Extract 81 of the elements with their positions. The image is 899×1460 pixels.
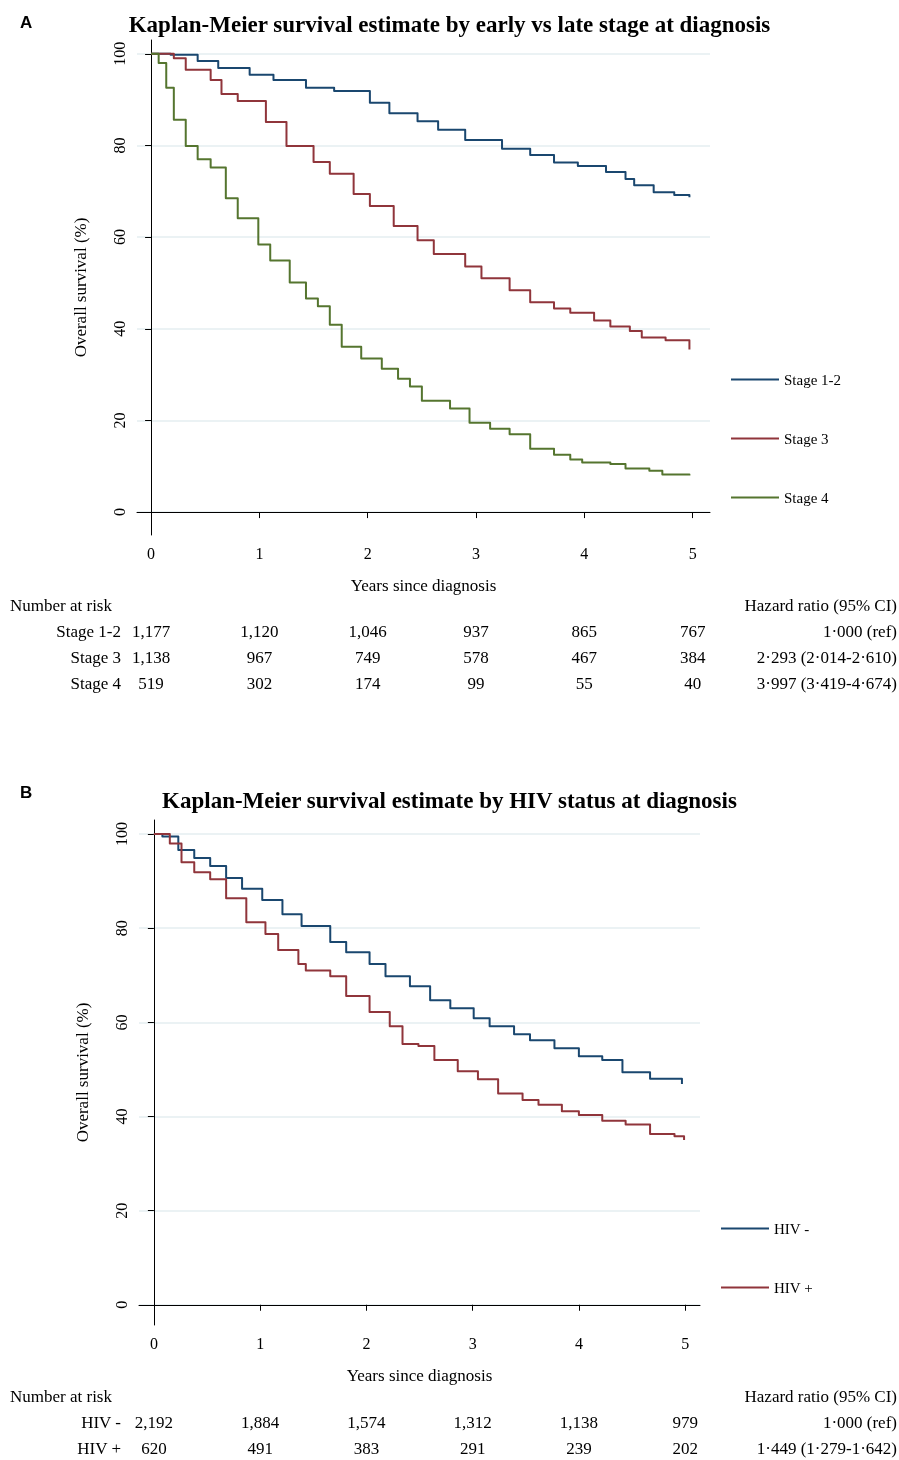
text: 1,046: [348, 621, 387, 641]
x-tick-label: 5: [681, 1334, 690, 1352]
x-tick-label: 1: [255, 544, 264, 562]
text: 1,884: [241, 1412, 280, 1432]
text: 174: [354, 673, 381, 693]
text: 202: [672, 1438, 698, 1458]
x-axis-title: Years since diagnosis: [350, 576, 497, 595]
legend-label: Stage 1-2: [784, 371, 842, 388]
y-axis-title: Overall survival (%): [71, 217, 90, 358]
text: 40: [684, 673, 702, 693]
text: 979: [672, 1412, 698, 1432]
text: 384: [679, 647, 706, 667]
chart-title: Kaplan-Meier survival estimate by HIV status at diagnosis: [162, 788, 737, 813]
text: 1,574: [347, 1412, 386, 1432]
text: Hazard ratio (95% CI): [744, 595, 897, 615]
text: 1,138: [559, 1412, 598, 1432]
text: 1,120: [240, 621, 279, 641]
text: 578: [463, 647, 489, 667]
text: 1·000 (ref): [822, 1412, 897, 1432]
x-tick-label: 2: [362, 1334, 371, 1352]
x-axis-title: Years since diagnosis: [346, 1366, 493, 1385]
text: Number at risk: [10, 1386, 113, 1406]
x-tick-label: 0: [147, 544, 156, 562]
y-tick-label: 20: [112, 1202, 130, 1219]
text: Number at risk: [10, 595, 113, 615]
y-tick-label: 60: [110, 229, 128, 246]
text: 302: [246, 673, 273, 693]
chart-title: Kaplan-Meier survival estimate by early vs late stage at diagnosis: [128, 12, 771, 37]
text: 491: [247, 1438, 273, 1458]
text: 967: [246, 647, 273, 667]
text: 2,192: [134, 1412, 173, 1432]
text: HIV +: [77, 1438, 121, 1458]
y-tick-label: 0: [112, 1300, 130, 1309]
text: 519: [138, 673, 164, 693]
x-tick-label: 5: [688, 544, 697, 562]
text: 749: [354, 647, 381, 667]
text: 383: [353, 1438, 380, 1458]
x-tick-label: 1: [256, 1334, 265, 1352]
text: Stage 4: [70, 673, 122, 693]
y-tick-label: 100: [110, 41, 128, 66]
text: Stage 1-2: [56, 621, 121, 641]
y-tick-label: 40: [110, 320, 128, 337]
text: 99: [467, 673, 485, 693]
text: A: [20, 12, 33, 32]
text: 1·000 (ref): [822, 621, 897, 641]
text: 55: [575, 673, 593, 693]
text: 1,177: [131, 621, 171, 641]
x-tick-label: 4: [580, 544, 589, 562]
legend-label: Stage 4: [784, 489, 830, 506]
y-tick-label: 80: [110, 137, 128, 154]
text: 865: [571, 621, 598, 641]
text: 1,138: [131, 647, 171, 667]
text: Stage 3: [70, 647, 121, 667]
x-tick-label: 0: [149, 1334, 158, 1352]
text: 1,312: [453, 1412, 492, 1432]
legend-label: HIV -: [774, 1220, 810, 1237]
y-tick-label: 20: [110, 412, 128, 429]
text: 1·449 (1·279-1·642): [756, 1438, 897, 1458]
text: 620: [141, 1438, 167, 1458]
text: HIV -: [81, 1412, 122, 1432]
y-axis-title: Overall survival (%): [73, 1002, 92, 1143]
x-tick-label: 3: [468, 1334, 477, 1352]
text: 3·997 (3·419-4·674): [756, 673, 897, 693]
x-tick-label: 3: [472, 544, 481, 562]
y-tick-label: 0: [110, 508, 128, 517]
text: 239: [566, 1438, 592, 1458]
text: B: [20, 782, 33, 802]
y-tick-label: 40: [112, 1108, 130, 1125]
text: 937: [463, 621, 490, 641]
text: 767: [679, 621, 706, 641]
text: Hazard ratio (95% CI): [744, 1386, 897, 1406]
legend-label: Stage 3: [784, 430, 829, 447]
x-tick-label: 4: [574, 1334, 583, 1352]
y-tick-label: 60: [112, 1014, 130, 1031]
text: 2·293 (2·014-2·610): [756, 647, 897, 667]
y-tick-label: 80: [112, 920, 130, 937]
text: 291: [459, 1438, 486, 1458]
legend-label: HIV +: [774, 1279, 813, 1296]
y-tick-label: 100: [112, 822, 130, 847]
x-tick-label: 2: [363, 544, 372, 562]
text: 467: [571, 647, 598, 667]
